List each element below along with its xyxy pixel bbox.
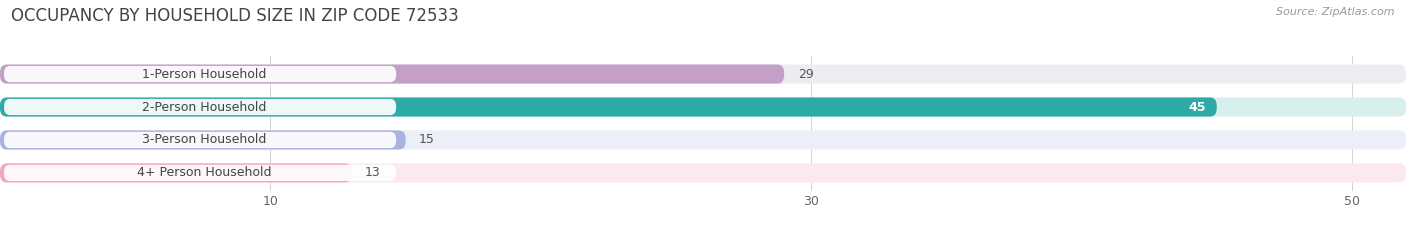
- FancyBboxPatch shape: [0, 97, 1216, 116]
- FancyBboxPatch shape: [4, 99, 396, 115]
- FancyBboxPatch shape: [0, 65, 785, 84]
- Text: OCCUPANCY BY HOUSEHOLD SIZE IN ZIP CODE 72533: OCCUPANCY BY HOUSEHOLD SIZE IN ZIP CODE …: [11, 7, 458, 25]
- FancyBboxPatch shape: [4, 132, 396, 148]
- Text: 15: 15: [419, 134, 434, 147]
- Text: 13: 13: [366, 166, 381, 179]
- FancyBboxPatch shape: [4, 165, 396, 181]
- Text: 1-Person Household: 1-Person Household: [142, 68, 266, 81]
- Text: 45: 45: [1188, 100, 1206, 113]
- FancyBboxPatch shape: [0, 163, 352, 182]
- Text: 29: 29: [797, 68, 814, 81]
- FancyBboxPatch shape: [0, 65, 1406, 84]
- FancyBboxPatch shape: [0, 97, 1406, 116]
- FancyBboxPatch shape: [0, 163, 1406, 182]
- FancyBboxPatch shape: [4, 66, 396, 82]
- Text: 4+ Person Household: 4+ Person Household: [136, 166, 271, 179]
- FancyBboxPatch shape: [0, 130, 405, 150]
- Text: 3-Person Household: 3-Person Household: [142, 134, 266, 147]
- FancyBboxPatch shape: [0, 130, 1406, 150]
- Text: Source: ZipAtlas.com: Source: ZipAtlas.com: [1277, 7, 1395, 17]
- Text: 2-Person Household: 2-Person Household: [142, 100, 266, 113]
